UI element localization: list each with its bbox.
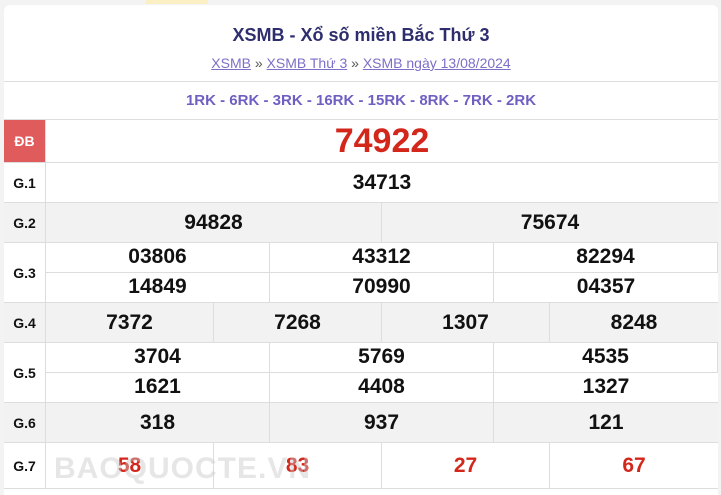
prize-number: 4535	[494, 343, 718, 373]
breadcrumb: XSMB » XSMB Thứ 3 » XSMB ngày 13/08/2024	[4, 55, 718, 71]
prize-number: 1307	[382, 303, 550, 342]
breadcrumb-date[interactable]: XSMB ngày 13/08/2024	[362, 55, 511, 71]
prize-number: 82294	[494, 243, 718, 273]
prize-row-g4: G.4 7372 7268 1307 8248	[4, 303, 718, 343]
prize-number: 03806	[46, 243, 270, 273]
prize-number: 7268	[214, 303, 382, 342]
prize-label: G.4	[4, 303, 46, 342]
prize-number: 70990	[270, 272, 494, 302]
prize-row-g6: G.6 318 937 121	[4, 403, 718, 443]
prize-label: ĐB	[4, 120, 46, 162]
breadcrumb-xsmb[interactable]: XSMB	[211, 55, 251, 71]
prize-number: 7372	[46, 303, 214, 342]
prize-number: 83	[214, 443, 382, 488]
prize-number: 94828	[46, 203, 382, 242]
prize-number: 4408	[270, 372, 494, 402]
prize-number: 121	[588, 410, 624, 434]
breadcrumb-thu3[interactable]: XSMB Thứ 3	[266, 55, 348, 71]
prize-row-g2: G.2 94828 75674	[4, 203, 718, 243]
prize-label: G.6	[4, 403, 46, 442]
prize-number: 74922	[334, 121, 430, 160]
prize-number: 1621	[46, 372, 270, 402]
header: XSMB - Xổ số miền Bắc Thứ 3 XSMB » XSMB …	[4, 5, 718, 82]
prize-row-g1: G.1 34713	[4, 163, 718, 203]
prize-label: G.7	[4, 443, 46, 488]
prize-number: 04357	[576, 275, 636, 299]
prize-row-g7: G.7 58 83 27 67	[4, 443, 718, 489]
prize-label: G.1	[4, 163, 46, 202]
prize-number: 8248	[610, 310, 658, 334]
top-accent	[146, 0, 208, 4]
breadcrumb-sep: »	[351, 55, 359, 71]
prize-label: G.3	[4, 243, 46, 302]
prize-number: 58	[46, 443, 214, 488]
prize-number: 67	[622, 453, 646, 477]
prize-number: 3704	[46, 343, 270, 373]
prize-number: 34713	[352, 170, 412, 194]
prize-label: G.2	[4, 203, 46, 242]
prize-number: 14849	[46, 272, 270, 302]
prize-number: 1327	[582, 375, 630, 399]
page-title: XSMB - Xổ số miền Bắc Thứ 3	[232, 25, 490, 45]
prize-number: 27	[382, 443, 550, 488]
prize-number: 937	[270, 403, 494, 442]
rk-codes: 1RK - 6RK - 3RK - 16RK - 15RK - 8RK - 7R…	[4, 82, 718, 120]
prize-number: 318	[46, 403, 270, 442]
prize-number: 43312	[270, 243, 494, 273]
results-card: XSMB - Xổ số miền Bắc Thứ 3 XSMB » XSMB …	[4, 5, 718, 495]
breadcrumb-sep: »	[254, 55, 263, 71]
prize-number: 75674	[520, 210, 580, 234]
prize-row-g5: G.5 3704 5769 4535 1621 4408 1327	[4, 343, 718, 403]
prize-row-db: ĐB 74922	[4, 120, 718, 163]
prize-row-g3: G.3 03806 43312 82294 14849 70990 04357	[4, 243, 718, 303]
prize-label: G.5	[4, 343, 46, 402]
prize-number: 5769	[270, 343, 494, 373]
